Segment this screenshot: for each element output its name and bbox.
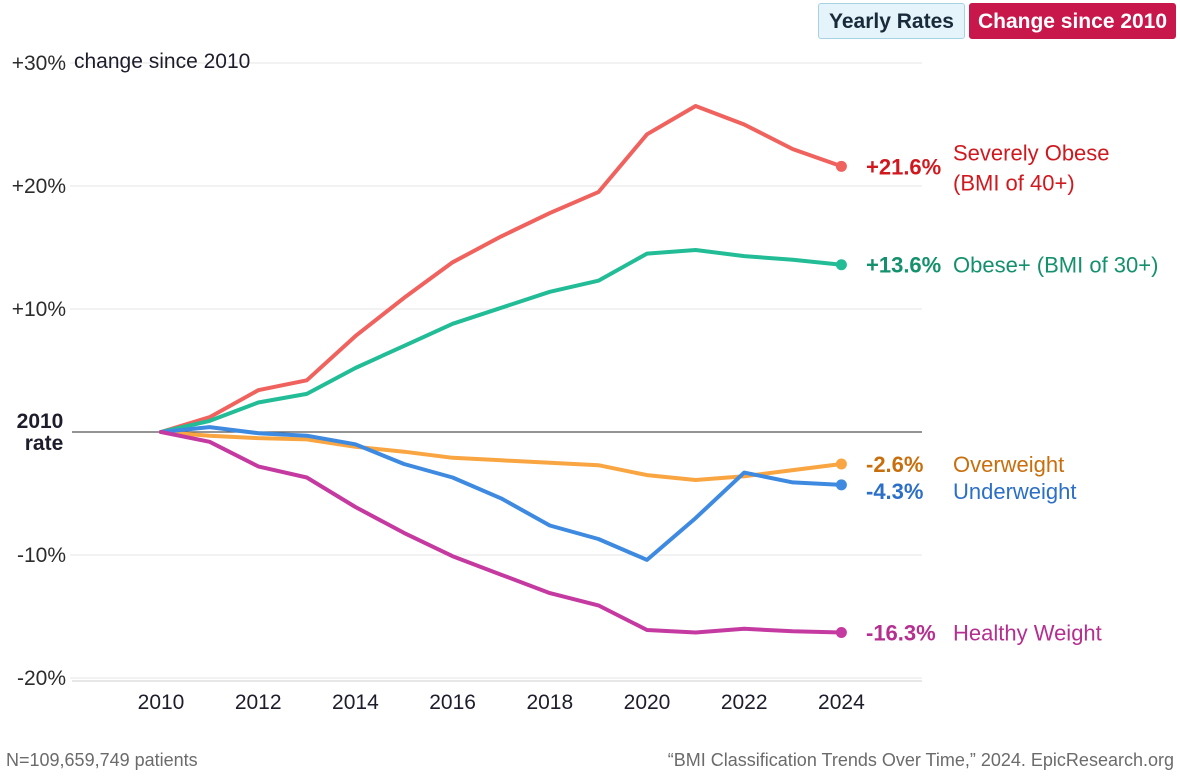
series-name-obese-plus: Obese+ (BMI of 30+) [953, 253, 1158, 278]
series-end-value-healthy-weight: -16.3% [866, 620, 936, 645]
line-chart: +30% +20% +10% -10% -20% change since 2010 201… [12, 50, 1159, 714]
series-end-value-underweight: -4.3% [866, 479, 923, 504]
baseline-label: 2010 [17, 410, 64, 433]
yearly-rates-button[interactable]: Yearly Rates [818, 3, 965, 39]
y-axis-title: change since 2010 [74, 50, 250, 73]
series-name-overweight: Overweight [953, 452, 1064, 477]
x-tick-label: 2024 [818, 691, 865, 714]
series-name-severely-obese: (BMI of 40+) [953, 170, 1075, 195]
series-name-healthy-weight: Healthy Weight [953, 620, 1102, 645]
series-end-value-severely-obese: +21.6% [866, 154, 941, 179]
y-tick-label: -20% [17, 667, 66, 690]
series-line-healthy-weight [159, 430, 844, 635]
series-line-severely-obese [159, 104, 844, 434]
footer-source: “BMI Classification Trends Over Time,” 2… [667, 750, 1174, 770]
series-name-severely-obese: Severely Obese [953, 140, 1110, 165]
footer-sample-size: N=109,659,749 patients [6, 750, 198, 770]
y-tick-label: +20% [12, 175, 66, 198]
series-end-dot-severely-obese [835, 160, 847, 172]
x-tick-label: 2012 [235, 691, 282, 714]
baseline-label: rate [25, 432, 64, 455]
series-end-dot-obese-plus [835, 259, 847, 271]
x-tick-label: 2010 [138, 691, 185, 714]
series-line-obese-plus [159, 248, 844, 434]
x-tick-label: 2022 [721, 691, 768, 714]
y-tick-label: +30% [12, 52, 66, 75]
series-end-dot-underweight [835, 479, 847, 491]
series-line-overweight [159, 430, 844, 482]
x-tick-label: 2018 [526, 691, 573, 714]
x-tick-label: 2016 [429, 691, 476, 714]
series-end-dot-healthy-weight [835, 626, 847, 638]
series-end-dot-overweight [835, 458, 847, 470]
series-end-value-overweight: -2.6% [866, 452, 923, 477]
y-tick-label: -10% [17, 544, 66, 567]
x-tick-label: 2020 [624, 691, 671, 714]
x-tick-label: 2014 [332, 691, 379, 714]
y-tick-label: +10% [12, 298, 66, 321]
series-line-underweight [159, 425, 844, 562]
series-name-underweight: Underweight [953, 479, 1077, 504]
change-since-2010-button[interactable]: Change since 2010 [969, 3, 1176, 39]
series-end-value-obese-plus: +13.6% [866, 253, 941, 278]
